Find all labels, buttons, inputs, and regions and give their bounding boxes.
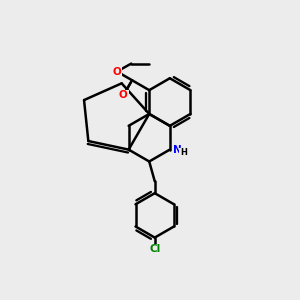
- Text: H: H: [180, 148, 187, 157]
- Text: O: O: [112, 67, 121, 76]
- Text: Cl: Cl: [149, 244, 160, 254]
- Text: N: N: [173, 145, 182, 154]
- Text: O: O: [119, 90, 128, 100]
